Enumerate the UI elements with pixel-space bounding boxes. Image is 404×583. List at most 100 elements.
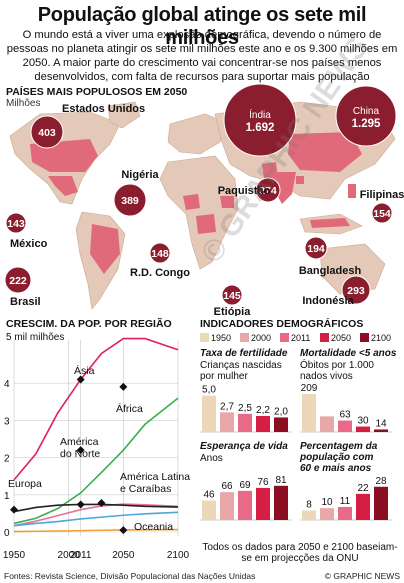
bar-value-label: 66 (221, 481, 233, 492)
x-tick-label: 2000 (58, 550, 81, 561)
series-label: do Norte (60, 448, 100, 460)
bubble-estados-unidos (30, 115, 64, 149)
series-line-4 (13, 511, 179, 527)
bar-2-2050 (256, 487, 270, 520)
bar-value-label: 5,0 (202, 385, 216, 396)
map-subtitle: Milhões (6, 98, 41, 109)
source-footer: Fontes: Revista Science, Divisão Populac… (4, 571, 256, 581)
country-label-r-d-congo: R.D. Congo (130, 267, 190, 279)
series-line-3 (13, 503, 179, 513)
country-label-estados-unidos: Estados Unidos (62, 103, 145, 115)
country-label-m-xico: México (10, 238, 48, 250)
bar-value-label: 2,5 (238, 403, 252, 414)
legend-swatch-2100 (360, 333, 369, 342)
country-label-brasil: Brasil (10, 296, 41, 308)
bar-value-label: 28 (375, 476, 387, 487)
marker-diamond (76, 375, 85, 384)
bar-0-2000 (220, 412, 234, 432)
drc-shape (196, 214, 216, 234)
bubble-nig-ria (113, 183, 147, 217)
bubble-value-bangladesh: 194 (307, 243, 325, 255)
series-line-1 (13, 397, 179, 525)
legend-label-1950: 1950 (211, 333, 231, 343)
series-label: e Caraíbas (120, 483, 171, 495)
bubble-m-xico (5, 212, 27, 234)
series-line-0 (13, 337, 179, 481)
philippines-shape (348, 184, 356, 198)
bar-2-2100 (274, 485, 288, 520)
bar-value-label: 76 (257, 477, 269, 488)
bubble-value-china: 1.295 (352, 118, 381, 130)
x-tick-label: 1950 (3, 550, 26, 561)
legend-label-2050: 2050 (331, 333, 351, 343)
indonesia-shape (310, 218, 350, 228)
europe-land (167, 113, 226, 155)
y-tick-label: 4 (4, 379, 10, 390)
bar-value-label: 2,0 (274, 406, 288, 417)
country-label-nig-ria: Nigéria (121, 169, 159, 181)
x-tick-label: 2011 (70, 550, 92, 561)
marker-diamond (76, 500, 85, 509)
bar-value-label: 11 (340, 496, 351, 507)
bangladesh-shape (296, 176, 304, 184)
bar-0-2011 (238, 413, 252, 432)
brazil-shape (90, 224, 120, 274)
bubble-r-d-congo (149, 242, 171, 264)
panel-title-2: Esperança de vida (200, 441, 288, 452)
indicators-chart: 1950 2000 2011 2050 2100 Taxa de fertilidadeC… (200, 333, 397, 521)
series-label: América Latina (120, 471, 190, 483)
bubble-value-filipinas: 154 (373, 208, 391, 220)
bar-1-2100 (374, 429, 388, 432)
bar-1-2000 (320, 416, 334, 432)
bar-3-2011 (338, 506, 352, 520)
bar-3-1950 (302, 510, 316, 520)
bar-0-2100 (274, 417, 288, 432)
nigeria-shape (183, 194, 200, 210)
greenland-land (107, 101, 141, 129)
indicators-title: INDICADORES DEMOGRÁFICOS (200, 318, 364, 330)
country-label-filipinas: Filipinas (360, 189, 404, 201)
series-label: África (116, 402, 143, 415)
projection-note: Todos os dados para 2050 e 2100 baseiam-… (202, 542, 398, 564)
bar-value-label: 209 (301, 383, 318, 394)
bar-2-2000 (220, 492, 234, 520)
marker-diamond (10, 505, 18, 514)
legend-swatch-2011 (280, 333, 289, 342)
bar-3-2100 (374, 486, 388, 520)
panel-subtitle-0: por mulher (200, 371, 248, 382)
bar-value-label: 30 (357, 416, 369, 427)
bubble-value-estados-unidos: 403 (38, 127, 56, 139)
bar-3-2000 (320, 508, 334, 520)
china-shape (288, 132, 362, 172)
bubble-filipinas (371, 202, 393, 224)
country-label-bangladesh: Bangladesh (299, 265, 362, 277)
line-chart-ylabel: 5 mil milhões (6, 332, 65, 343)
bubble-label-china: China (353, 106, 380, 117)
bar-2-2011 (238, 490, 252, 520)
legend-label-2000: 2000 (251, 333, 271, 343)
series-line-2 (13, 503, 179, 527)
bar-value-label: 14 (375, 418, 387, 429)
bar-value-label: 81 (275, 475, 287, 486)
bar-value-label: 46 (203, 490, 215, 501)
bubble-brasil (4, 266, 32, 294)
bubble-value--ndia: 1.692 (246, 122, 275, 134)
legend-swatch-2000 (240, 333, 249, 342)
y-tick-label: 3 (4, 416, 10, 427)
line-chart-title: CRESCIM. DA POP. POR REGIÃO (6, 318, 172, 330)
intro-text: O mundo está a viver uma explosão demogr… (6, 29, 398, 83)
bar-value-label: 2,2 (256, 405, 270, 416)
bar-value-label: 10 (321, 497, 333, 508)
bar-1-2011 (338, 420, 352, 432)
marker-diamond (119, 382, 128, 391)
bar-3-2050 (356, 493, 370, 520)
bar-0-1950 (202, 395, 216, 432)
bar-value-label: 8 (306, 500, 312, 511)
panel-subtitle-1: nados vivos (300, 371, 353, 382)
panel-title-0: Taxa de fertilidade (200, 348, 288, 359)
marker-diamond (119, 526, 128, 535)
bubble-value-paquist-o: 274 (259, 185, 277, 197)
credit: © GRAPHIC NEWS (324, 571, 400, 581)
x-tick-label: 2100 (167, 550, 190, 561)
